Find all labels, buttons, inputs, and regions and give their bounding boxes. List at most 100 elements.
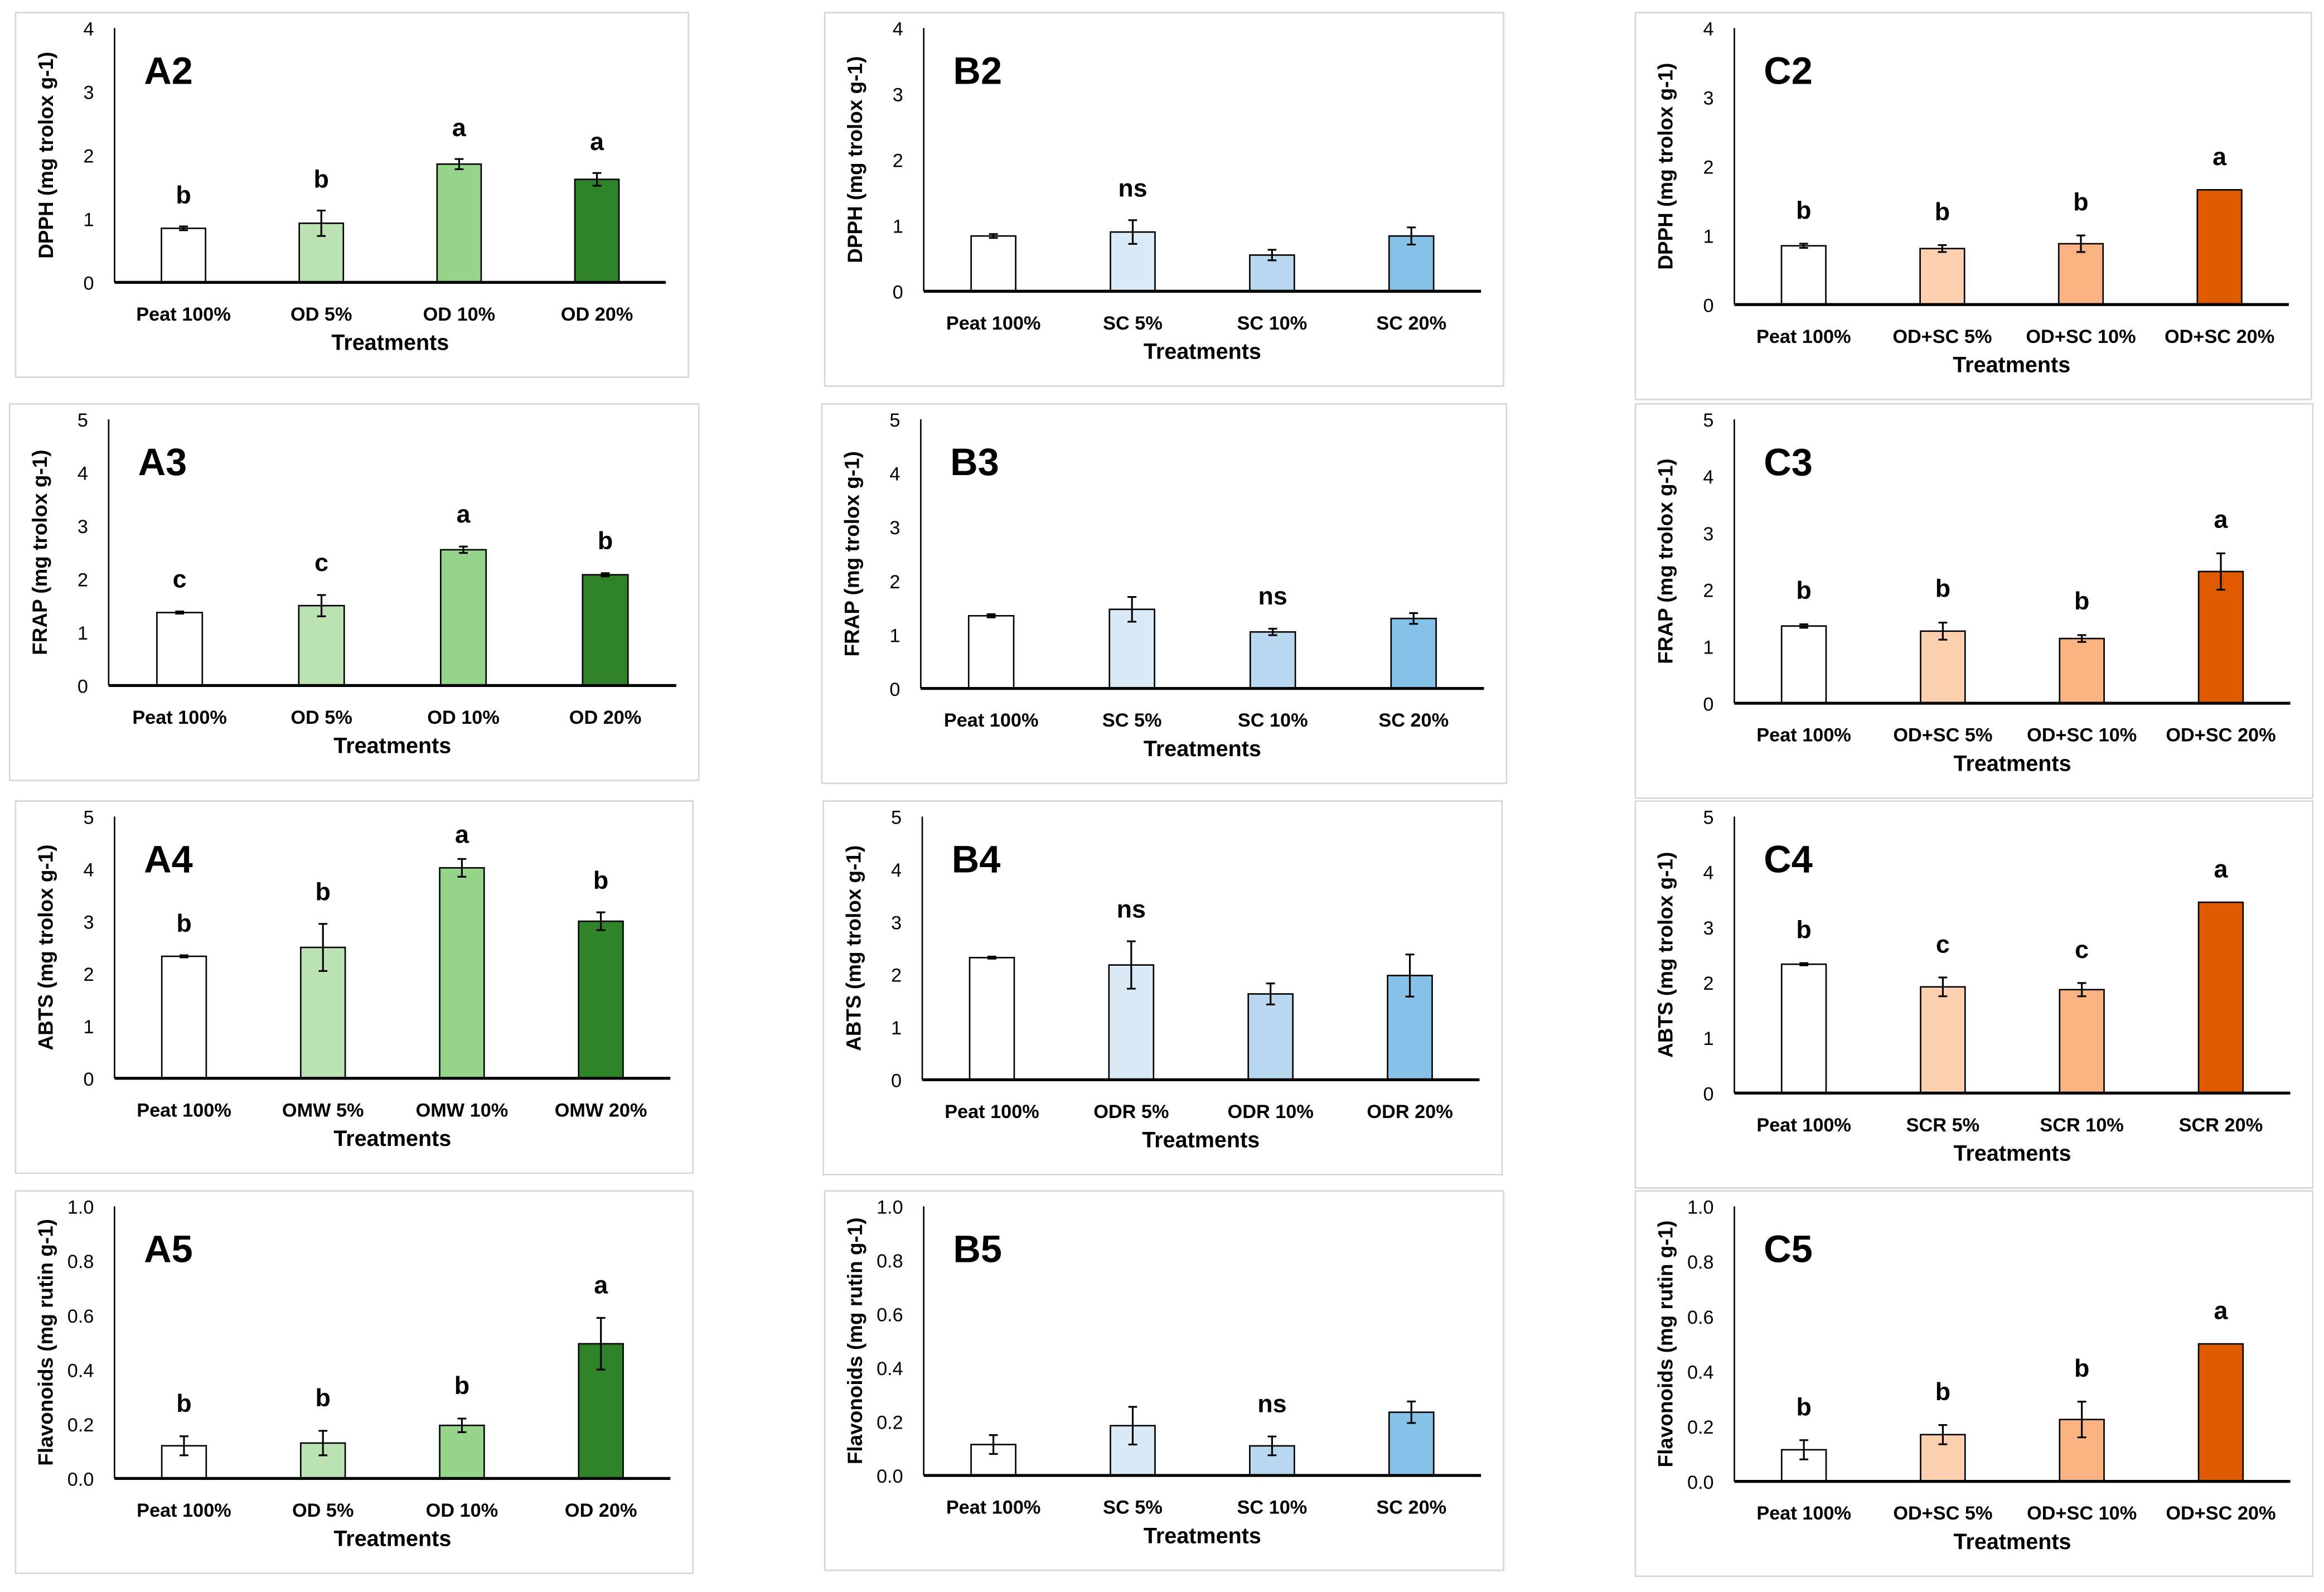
- significance-letter: b: [454, 1371, 469, 1400]
- x-tick-label: Peat 100%: [1756, 326, 1851, 347]
- x-axis-label: Treatments: [1953, 752, 2071, 776]
- significance-letter: b: [176, 181, 191, 209]
- x-tick-label: OD+SC 10%: [2027, 725, 2137, 746]
- significance-letter: c: [2075, 935, 2089, 964]
- bar: [1780, 963, 1827, 1094]
- bar: [436, 163, 482, 283]
- chart-B4: 0 1 2 3 4 5 ABTS (mg trolox g-1) B4 Peat 100% ns O…: [842, 807, 1480, 1153]
- bar: [161, 228, 206, 283]
- significance-letter: c: [1936, 930, 1950, 958]
- y-tick-label: 5: [78, 410, 88, 431]
- y-tick-label: 5: [1703, 807, 1714, 829]
- x-axis-label: Treatments: [333, 734, 451, 758]
- x-tick-label: Peat 100%: [946, 1497, 1041, 1518]
- y-tick-label: 2: [78, 570, 88, 591]
- bar: [2197, 570, 2244, 704]
- y-tick-label: 0.0: [67, 1469, 94, 1491]
- significance-letter: ns: [1258, 582, 1287, 610]
- panel-label: B4: [952, 838, 1001, 881]
- x-tick-label: Peat 100%: [1756, 1115, 1851, 1136]
- chart-B5: 0.0 0.2 0.4 0.6 0.8 1.0 Flavonoids (mg rutin g…: [844, 1197, 1481, 1548]
- y-tick-label: 5: [891, 807, 902, 829]
- significance-letter: b: [316, 878, 331, 906]
- chart-C5: 0.0 0.2 0.4 0.6 0.8 1.0 Flavonoids (mg rutin g…: [1654, 1197, 2291, 1554]
- bar: [969, 957, 1015, 1081]
- y-tick-label: 1: [78, 623, 88, 644]
- panel-label: A4: [144, 838, 193, 881]
- bar: [298, 604, 345, 686]
- x-tick-label: OD+SC 10%: [2027, 1503, 2137, 1524]
- y-tick-label: 1: [84, 210, 94, 231]
- y-tick-label: 0.8: [67, 1251, 94, 1272]
- significance-letter: b: [2073, 188, 2088, 216]
- panel-label: C4: [1764, 838, 1813, 881]
- x-tick-label: Peat 100%: [136, 304, 231, 325]
- x-axis-label: Treatments: [331, 331, 449, 355]
- x-tick-label: SC 10%: [1237, 1497, 1308, 1518]
- y-tick-label: 1.0: [1687, 1197, 1714, 1218]
- chart-A2: 0 1 2 3 4 DPPH (mg trolox g-1) A2 b Peat 100% b OD…: [35, 18, 666, 355]
- x-tick-label: ODR 5%: [1093, 1101, 1169, 1122]
- panel-label: B3: [950, 441, 999, 483]
- significance-letter: b: [1796, 576, 1811, 604]
- x-tick-label: OD 20%: [565, 1500, 637, 1521]
- chart-panel-B2: 0 1 2 3 4 DPPH (mg trolox g-1) B2 Peat 100% ns SC…: [824, 12, 1504, 387]
- y-tick-label: 0.6: [67, 1306, 94, 1327]
- chart-panel-A2: 0 1 2 3 4 DPPH (mg trolox g-1) A2 b Peat 100% b OD…: [14, 12, 689, 378]
- significance-letter: a: [2214, 1296, 2228, 1325]
- chart-C2: 0 1 2 3 4 DPPH (mg trolox g-1) C2 b Peat 100% b OD…: [1654, 18, 2289, 378]
- x-tick-label: SC 10%: [1237, 313, 1307, 334]
- y-tick-label: 0: [893, 282, 903, 303]
- y-tick-label: 1.0: [67, 1197, 94, 1218]
- x-tick-label: Peat 100%: [1756, 725, 1851, 746]
- chart-panel-C4: 0 1 2 3 4 5 ABTS (mg trolox g-1) C4 b Peat 100% c S…: [1634, 800, 2314, 1189]
- bar: [440, 549, 487, 686]
- y-tick-label: 2: [84, 146, 94, 167]
- x-tick-label: OD 20%: [569, 707, 642, 728]
- y-tick-label: 5: [1703, 410, 1713, 431]
- y-axis-label: FRAP (mg trolox g-1): [1654, 458, 1677, 664]
- y-tick-label: 0.2: [1687, 1417, 1714, 1438]
- bar: [2197, 901, 2244, 1094]
- chart-panel-C5: 0.0 0.2 0.4 0.6 0.8 1.0 Flavonoids (mg rutin g…: [1634, 1190, 2314, 1578]
- y-tick-label: 0.2: [67, 1415, 94, 1436]
- y-tick-label: 1: [1703, 637, 1713, 659]
- chart-B2: 0 1 2 3 4 DPPH (mg trolox g-1) B2 Peat 100% ns SC…: [844, 18, 1481, 364]
- x-tick-label: OMW 5%: [282, 1100, 364, 1121]
- bar: [2196, 189, 2243, 306]
- significance-letter: b: [593, 867, 608, 894]
- x-tick-label: Peat 100%: [946, 313, 1041, 334]
- y-tick-label: 0.8: [877, 1251, 903, 1272]
- y-tick-label: 1: [889, 625, 900, 646]
- significance-letter: b: [1935, 1377, 1950, 1406]
- chart-A3: 0 1 2 3 4 5 FRAP (mg trolox g-1) A3 c Peat 100% c O…: [28, 410, 676, 758]
- significance-letter: b: [598, 526, 613, 555]
- x-axis-label: Treatments: [1144, 340, 1261, 364]
- x-axis-label: Treatments: [333, 1527, 451, 1551]
- bar: [1780, 245, 1827, 306]
- y-axis-label: DPPH (mg trolox g-1): [1654, 63, 1677, 270]
- significance-letter: a: [452, 114, 467, 142]
- x-tick-label: OD 10%: [426, 1500, 498, 1521]
- x-tick-label: OD+SC 20%: [2166, 1503, 2275, 1524]
- y-tick-label: 0: [1703, 295, 1713, 316]
- x-tick-label: OD 10%: [423, 304, 496, 325]
- significance-letter: b: [176, 909, 191, 937]
- chart-panel-C2: 0 1 2 3 4 DPPH (mg trolox g-1) C2 b Peat 100% b OD…: [1634, 12, 2312, 400]
- chart-C4: 0 1 2 3 4 5 ABTS (mg trolox g-1) C4 b Peat 100% c S…: [1654, 807, 2291, 1166]
- bar: [161, 955, 207, 1080]
- y-tick-label: 0: [84, 273, 94, 294]
- chart-B3: 0 1 2 3 4 5 FRAP (mg trolox g-1) B3 Peat 100% SC …: [841, 410, 1484, 761]
- x-tick-label: OD 5%: [292, 1500, 354, 1521]
- y-tick-label: 1: [1703, 226, 1713, 247]
- x-tick-label: ODR 10%: [1228, 1101, 1314, 1122]
- x-tick-label: Peat 100%: [944, 710, 1039, 731]
- panel-label: C3: [1764, 441, 1813, 483]
- bar: [439, 867, 485, 1080]
- y-tick-label: 0: [83, 1069, 94, 1090]
- significance-letter: a: [457, 500, 471, 528]
- y-axis-label: ABTS (mg trolox g-1): [842, 845, 865, 1051]
- significance-letter: a: [2214, 854, 2228, 883]
- bar: [1920, 986, 1966, 1094]
- y-tick-label: 0.6: [877, 1305, 903, 1326]
